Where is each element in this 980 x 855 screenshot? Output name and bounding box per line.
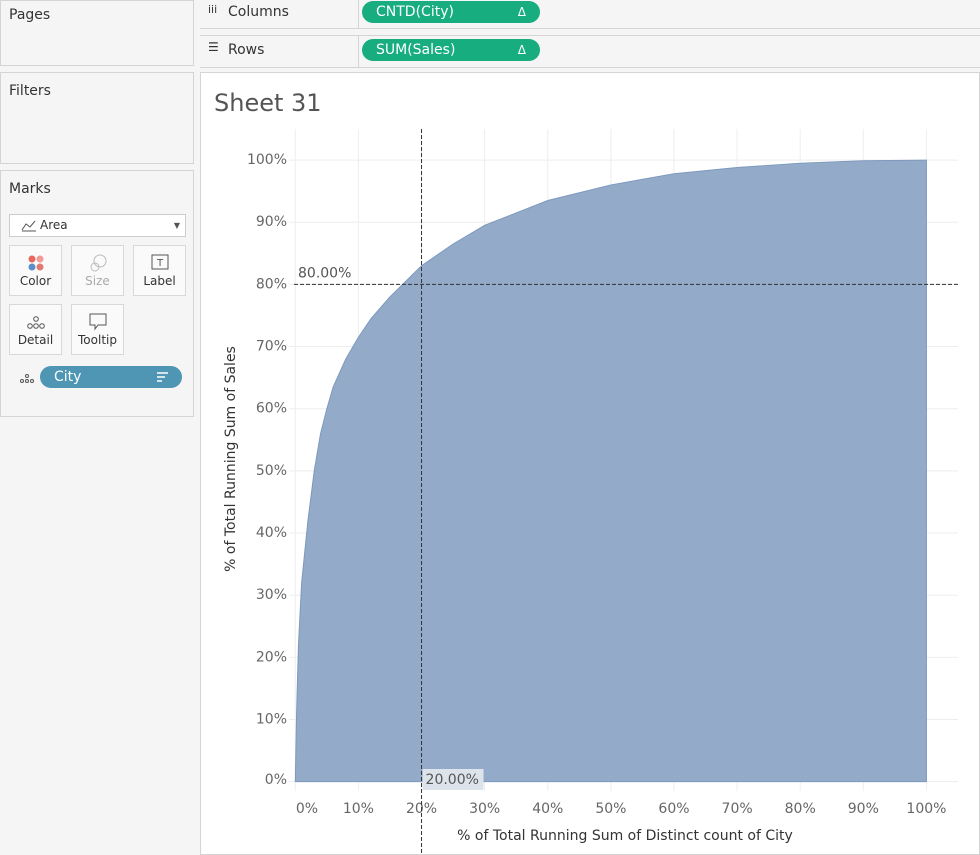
x-tick-label: 30% <box>469 801 500 817</box>
pill-label: SUM(Sales) <box>376 42 456 58</box>
x-tick-label: 70% <box>722 801 753 817</box>
x-tick-label: 100% <box>906 801 946 817</box>
y-tick-label: 0% <box>265 772 287 788</box>
y-tick-label: 90% <box>256 214 287 230</box>
divider <box>358 36 359 67</box>
tooltip-icon <box>89 313 106 331</box>
mark-type-dropdown[interactable]: Area ▼ <box>9 214 186 237</box>
divider <box>358 0 359 28</box>
filters-card: Filters <box>0 72 194 164</box>
reference-label: 80.00% <box>298 265 351 281</box>
pill-icon: Δ <box>517 5 526 19</box>
y-axis-label: % of Total Running Sum of Sales <box>223 346 239 572</box>
y-tick-label: 30% <box>256 587 287 603</box>
y-tick-label: 40% <box>256 525 287 541</box>
rows-icon: ☰ <box>208 40 219 54</box>
card-title: Pages <box>9 7 51 23</box>
shelf-label: Rows <box>228 42 265 58</box>
shelf-label: Columns <box>228 4 289 20</box>
color-button[interactable]: Color <box>9 245 62 296</box>
label-button[interactable]: T Label <box>133 245 186 296</box>
sort-icon <box>157 372 168 382</box>
reference-label-bg <box>422 769 484 790</box>
pages-card: Pages <box>0 0 194 66</box>
detail-button[interactable]: Detail <box>9 304 62 355</box>
reference-label: 20.00% <box>426 772 479 788</box>
x-tick-label: 60% <box>658 801 689 817</box>
x-tick-label: 90% <box>848 801 879 817</box>
rows-pill[interactable]: SUM(Sales) Δ <box>362 39 540 61</box>
pill-label: City <box>54 369 82 385</box>
x-tick-label: 40% <box>532 801 563 817</box>
tooltip-button[interactable]: Tooltip <box>71 304 124 355</box>
x-tick-label: 0% <box>296 801 318 817</box>
x-axis-label: % of Total Running Sum of Distinct count… <box>457 828 793 844</box>
marks-card: Marks Area ▼ Color Size T Label Detail T… <box>0 170 194 417</box>
x-tick-label: 10% <box>343 801 374 817</box>
city-pill[interactable]: City <box>40 366 182 388</box>
area <box>294 159 927 783</box>
x-tick-label: 50% <box>595 801 626 817</box>
mark-type: Area <box>40 218 68 232</box>
y-tick-label: 100% <box>247 152 287 168</box>
button-label: Color <box>19 274 52 288</box>
card-title: Marks <box>9 181 51 197</box>
label-icon: T <box>151 254 168 270</box>
pill-label: CNTD(City) <box>376 4 454 20</box>
size-button[interactable]: Size <box>71 245 124 296</box>
y-tick-label: 50% <box>256 463 287 479</box>
y-tick-label: 80% <box>256 276 287 292</box>
y-tick-label: 60% <box>256 401 287 417</box>
detail-small-icon <box>20 374 34 383</box>
dropdown-arrow: ▼ <box>173 221 180 230</box>
svg-text:T: T <box>155 258 163 269</box>
area-icon <box>21 220 36 232</box>
color-icon <box>28 255 43 271</box>
button-label: Tooltip <box>78 333 117 347</box>
columns-icon: iii <box>208 3 218 16</box>
x-tick-label: 80% <box>785 801 816 817</box>
card-title: Filters <box>9 83 51 99</box>
pill-icon: Δ <box>517 43 526 57</box>
chart-title: Sheet 31 <box>214 89 322 117</box>
size-icon <box>90 254 106 272</box>
rows-shelf: ☰ Rows SUM(Sales) Δ <box>200 35 980 68</box>
button-label: Size <box>85 274 110 288</box>
sheet: Sheet 31 % of Total Running Sum of Sales… <box>200 72 980 855</box>
y-tick-label: 70% <box>256 339 287 355</box>
button-label: Label <box>143 274 176 288</box>
button-label: Detail <box>17 333 54 347</box>
columns-pill[interactable]: CNTD(City) Δ <box>362 1 540 23</box>
columns-shelf: iii Columns CNTD(City) Δ <box>200 0 980 29</box>
detail-icon <box>26 316 45 329</box>
y-tick-label: 10% <box>256 712 287 728</box>
y-tick-label: 20% <box>256 649 287 665</box>
